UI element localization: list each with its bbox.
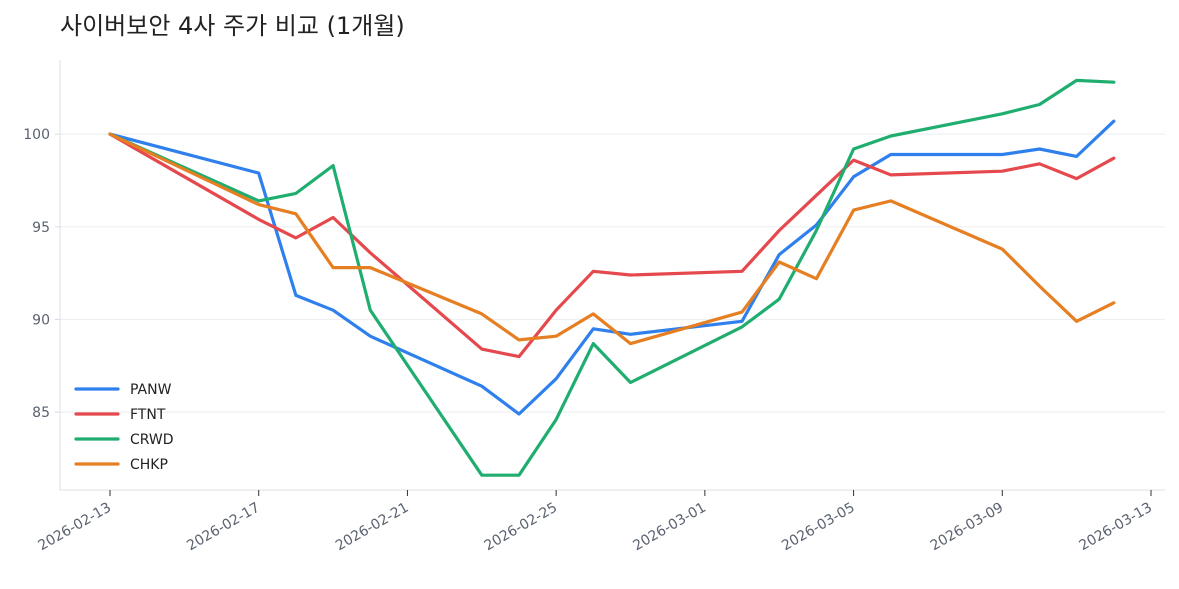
x-tick-label: 2026-03-05 [779, 500, 857, 555]
x-tick-label: 2026-02-21 [333, 500, 411, 555]
series-line-ftnt [108, 132, 1116, 359]
chart-title: 사이버보안 4사 주가 비교 (1개월) [60, 12, 405, 40]
legend-label-chkp: CHKP [130, 457, 168, 473]
y-tick-label: 90 [32, 312, 50, 328]
x-tick-label: 2026-03-13 [1077, 500, 1155, 555]
y-tick-label: 95 [32, 220, 50, 236]
series-lines [108, 78, 1116, 477]
x-tick-label: 2026-02-13 [36, 500, 114, 555]
y-tick-label: 100 [23, 127, 50, 143]
series-line-chkp [108, 132, 1116, 346]
legend-label-crwd: CRWD [130, 432, 174, 448]
legend-label-panw: PANW [130, 382, 172, 398]
series-line-panw [108, 119, 1116, 416]
series-line-crwd [108, 78, 1116, 477]
x-tick-label: 2026-03-01 [630, 500, 708, 555]
legend-label-ftnt: FTNT [130, 407, 166, 423]
legend: PANW FTNT CRWD CHKP [74, 382, 174, 473]
grid-lines [60, 133, 1165, 413]
x-tick-label: 2026-03-09 [928, 500, 1006, 555]
x-tick-label: 2026-02-25 [482, 500, 560, 555]
y-tick-label: 85 [32, 405, 50, 421]
x-tick-label: 2026-02-17 [184, 500, 262, 555]
